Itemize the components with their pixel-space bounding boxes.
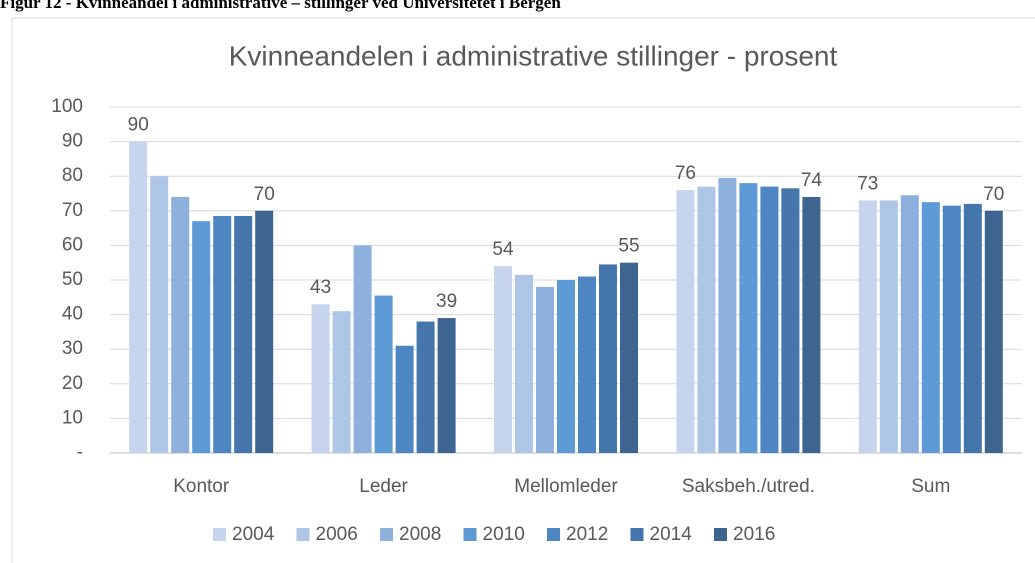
legend-label: 2014 bbox=[650, 524, 693, 545]
y-tick-label: 30 bbox=[62, 338, 83, 359]
y-tick-label: 10 bbox=[62, 407, 83, 428]
data-label: 74 bbox=[801, 170, 823, 191]
bar bbox=[150, 176, 169, 453]
x-tick-label: Leder bbox=[359, 476, 408, 497]
bar bbox=[781, 188, 800, 453]
legend-swatch bbox=[213, 528, 226, 541]
legend-label: 2010 bbox=[483, 524, 525, 545]
bar bbox=[129, 141, 148, 453]
bar bbox=[515, 274, 533, 453]
bar bbox=[984, 210, 1003, 453]
data-label: 70 bbox=[983, 184, 1004, 205]
chart-title: Kvinneandelen i administrative stillinge… bbox=[229, 40, 838, 71]
bar bbox=[578, 276, 596, 453]
data-label: 76 bbox=[675, 163, 696, 184]
bar bbox=[332, 311, 351, 453]
bar bbox=[536, 286, 554, 453]
bar bbox=[963, 203, 982, 453]
legend-label: 2008 bbox=[399, 524, 441, 545]
data-label: 73 bbox=[857, 173, 878, 194]
x-tick-label: Sum bbox=[911, 476, 950, 497]
x-tick-label: Kontor bbox=[173, 476, 230, 497]
y-tick-label: 70 bbox=[62, 200, 83, 221]
bar bbox=[213, 215, 232, 453]
data-label: 39 bbox=[436, 291, 457, 312]
legend-label: 2016 bbox=[733, 524, 775, 545]
y-tick-label: 50 bbox=[62, 269, 83, 290]
bar bbox=[234, 215, 253, 453]
bar bbox=[620, 262, 638, 453]
caption: Figur 12 - Kvinneandel i administrative … bbox=[0, 0, 561, 12]
y-tick-label: - bbox=[77, 442, 83, 463]
bar bbox=[374, 295, 393, 453]
data-label: 54 bbox=[492, 239, 514, 260]
data-label: 70 bbox=[254, 184, 275, 205]
bar bbox=[697, 186, 716, 453]
legend-swatch bbox=[296, 528, 310, 541]
legend-label: 2012 bbox=[566, 524, 608, 545]
bar bbox=[494, 266, 512, 453]
bar bbox=[599, 264, 617, 453]
y-tick-label: 90 bbox=[62, 131, 83, 152]
chart-frame bbox=[11, 17, 1035, 563]
y-tick-label: 80 bbox=[62, 165, 83, 186]
bar bbox=[437, 318, 456, 453]
data-label: 90 bbox=[128, 115, 149, 136]
legend-swatch bbox=[547, 528, 560, 541]
data-label: 43 bbox=[310, 277, 331, 298]
bar bbox=[858, 200, 877, 453]
y-tick-label: 40 bbox=[62, 304, 83, 325]
y-tick-label: 100 bbox=[51, 96, 83, 117]
y-tick-label: 60 bbox=[62, 234, 83, 255]
legend-swatch bbox=[630, 528, 644, 541]
x-tick-label: Mellomleder bbox=[514, 476, 618, 497]
bar bbox=[255, 210, 274, 453]
bar bbox=[760, 186, 779, 453]
bar bbox=[557, 280, 575, 453]
bar bbox=[802, 196, 821, 453]
bar bbox=[395, 345, 414, 453]
legend-label: 2006 bbox=[316, 524, 358, 545]
y-tick-label: 20 bbox=[62, 373, 83, 394]
bar bbox=[718, 177, 737, 453]
data-label: 55 bbox=[618, 236, 639, 257]
bar bbox=[676, 190, 695, 454]
legend-swatch bbox=[380, 528, 393, 541]
x-tick-label: Saksbeh./utred. bbox=[682, 476, 815, 497]
bar bbox=[900, 195, 919, 454]
bar bbox=[353, 245, 372, 453]
bar bbox=[416, 321, 435, 453]
bar bbox=[921, 202, 940, 453]
bar bbox=[311, 304, 330, 453]
bar bbox=[192, 221, 211, 453]
legend-label: 2004 bbox=[232, 524, 275, 545]
bar bbox=[879, 200, 898, 453]
bar bbox=[942, 205, 961, 453]
bar bbox=[739, 183, 758, 453]
legend-swatch bbox=[714, 528, 727, 541]
legend-swatch bbox=[463, 528, 477, 541]
bar bbox=[171, 196, 190, 453]
